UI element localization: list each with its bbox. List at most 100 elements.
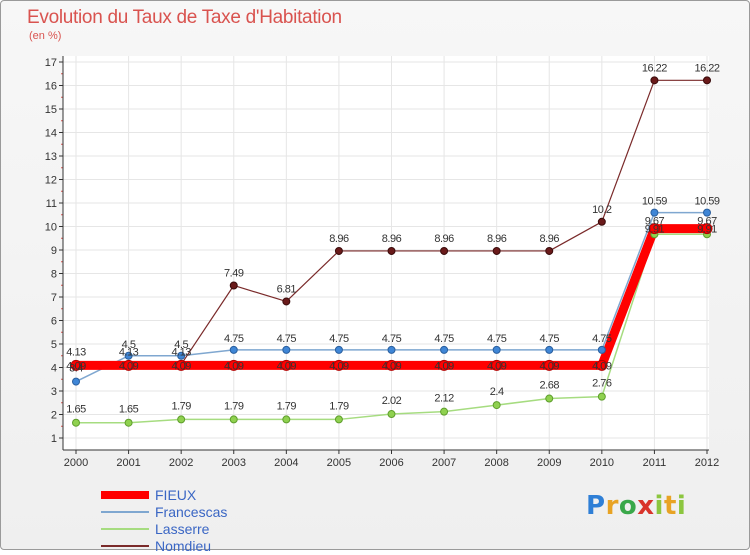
x-tick-label: 2001 bbox=[116, 457, 140, 469]
data-label: 16.22 bbox=[694, 62, 719, 74]
data-point bbox=[282, 297, 291, 306]
data-point bbox=[440, 246, 449, 255]
data-point bbox=[228, 359, 240, 371]
data-label: 4.09 bbox=[224, 360, 244, 372]
data-point bbox=[282, 345, 291, 354]
x-tick-label: 2008 bbox=[484, 457, 508, 469]
legend-label: Francescas bbox=[155, 504, 228, 520]
data-point bbox=[72, 377, 80, 386]
data-point bbox=[597, 345, 606, 354]
data-label: 4.75 bbox=[277, 333, 297, 345]
data-point bbox=[545, 394, 554, 403]
data-label: 4.09 bbox=[382, 360, 402, 372]
data-label: 4.75 bbox=[434, 333, 454, 345]
x-tick-label: 2000 bbox=[64, 457, 88, 469]
data-label: 10.2 bbox=[592, 204, 612, 216]
data-point bbox=[545, 345, 554, 354]
x-tick-label: 2007 bbox=[432, 457, 456, 469]
legend-label: Lasserre bbox=[155, 521, 210, 537]
legend-item-lasserre: Lasserre bbox=[101, 521, 321, 538]
data-point bbox=[334, 246, 343, 255]
y-tick-label: 16 bbox=[45, 81, 57, 93]
data-label: 1.79 bbox=[224, 400, 244, 412]
data-point bbox=[175, 359, 187, 371]
data-point bbox=[545, 246, 554, 255]
data-point bbox=[492, 246, 501, 255]
data-point bbox=[440, 345, 449, 354]
data-label: 2.76 bbox=[592, 378, 612, 390]
data-point bbox=[280, 359, 292, 371]
data-label: 2.4 bbox=[490, 386, 504, 398]
legend-swatch bbox=[101, 528, 149, 530]
data-label: 4.75 bbox=[224, 333, 244, 345]
data-label: 4.09 bbox=[277, 360, 297, 372]
legend-item-nomdieu: Nomdieu bbox=[101, 538, 321, 555]
y-tick-label: 15 bbox=[45, 104, 57, 116]
data-label: 9.67 bbox=[645, 215, 665, 227]
data-point bbox=[333, 359, 345, 371]
data-point bbox=[124, 351, 133, 360]
data-point bbox=[597, 217, 606, 226]
data-label: 2.02 bbox=[382, 395, 402, 407]
data-label: 4.09 bbox=[119, 360, 139, 372]
data-point bbox=[492, 401, 501, 410]
data-point bbox=[703, 76, 711, 85]
data-label: 4.09 bbox=[66, 360, 86, 372]
y-tick-label: 13 bbox=[45, 151, 57, 163]
data-label: 9.91 bbox=[645, 224, 665, 236]
data-label: 4.13 bbox=[119, 346, 139, 358]
data-label: 4.75 bbox=[382, 333, 402, 345]
data-point bbox=[703, 208, 711, 217]
y-tick-label: 11 bbox=[46, 198, 57, 210]
legend-item-francescas: Francescas bbox=[101, 504, 321, 521]
data-label: 4.09 bbox=[540, 360, 560, 372]
x-tick-label: 2011 bbox=[643, 457, 667, 469]
data-point bbox=[229, 415, 238, 424]
data-label: 1.79 bbox=[329, 400, 349, 412]
legend-item-fieux: FIEUX bbox=[101, 487, 321, 504]
y-tick-label: 12 bbox=[45, 175, 57, 187]
data-point bbox=[282, 415, 291, 424]
data-point bbox=[334, 345, 343, 354]
data-point bbox=[543, 359, 555, 371]
data-label: 2.12 bbox=[434, 393, 454, 405]
data-label: 4.5 bbox=[174, 339, 188, 351]
data-point bbox=[70, 359, 82, 371]
data-point bbox=[701, 223, 713, 235]
data-point bbox=[334, 415, 343, 424]
legend-label: Nomdieu bbox=[155, 538, 212, 554]
data-point bbox=[386, 359, 397, 371]
legend: FIEUX Francescas Lasserre Nomdieu bbox=[101, 487, 321, 555]
data-point bbox=[387, 345, 396, 354]
data-point bbox=[438, 359, 450, 371]
data-label: 8.96 bbox=[540, 233, 560, 245]
data-label: 4.09 bbox=[329, 360, 349, 372]
data-point bbox=[177, 351, 186, 360]
data-label: 4.09 bbox=[592, 360, 612, 372]
data-point bbox=[596, 359, 608, 371]
legend-label: FIEUX bbox=[155, 487, 197, 503]
data-point bbox=[387, 410, 396, 419]
legend-swatch bbox=[101, 545, 149, 547]
data-label: 1.79 bbox=[171, 400, 191, 412]
data-label: 4.75 bbox=[487, 333, 507, 345]
data-point bbox=[650, 76, 659, 85]
data-point bbox=[177, 415, 186, 424]
data-point bbox=[650, 208, 659, 217]
y-tick-label: 5 bbox=[51, 339, 57, 351]
data-point bbox=[597, 392, 606, 401]
data-label: 4.09 bbox=[171, 360, 191, 372]
x-tick-label: 2010 bbox=[590, 457, 614, 469]
data-point bbox=[229, 281, 238, 290]
x-tick-label: 2002 bbox=[169, 457, 193, 469]
y-tick-label: 7 bbox=[51, 292, 57, 304]
y-tick-label: 6 bbox=[51, 316, 57, 328]
data-label: 1.65 bbox=[66, 404, 86, 416]
chart-title: Evolution du Taux de Taxe d'Habitation bbox=[27, 7, 342, 28]
data-point bbox=[123, 359, 135, 371]
data-label: 8.96 bbox=[434, 233, 454, 245]
data-point bbox=[124, 418, 133, 427]
data-point bbox=[648, 223, 660, 235]
